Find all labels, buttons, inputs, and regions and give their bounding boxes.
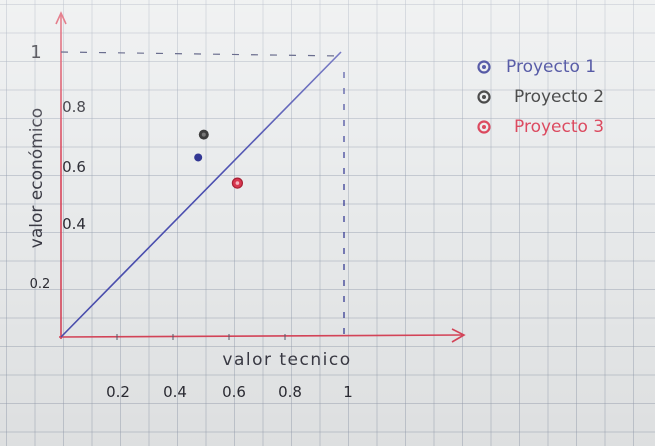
reference-line xyxy=(60,51,342,338)
y-axis-arrow xyxy=(55,11,67,25)
y-tick-label: 0.8 xyxy=(62,98,86,116)
y-tick-label: 0.6 xyxy=(62,158,86,176)
data-point-3 xyxy=(231,177,243,189)
tick-labels: 0.2 0.4 0.6 0.8 1 0.2 0.4 0.6 0.8 1 xyxy=(30,42,353,401)
y-tick-label: 0.2 xyxy=(30,277,51,292)
legend-marker xyxy=(477,90,491,104)
data-point-1 xyxy=(194,153,203,162)
x-tick-label: 0.4 xyxy=(163,383,187,401)
legend-label: Proyecto 1 xyxy=(506,57,596,77)
x-axis-label: valor tecnico xyxy=(222,350,351,370)
data-point-2 xyxy=(198,129,209,140)
legend-label: Proyecto 3 xyxy=(514,117,604,137)
axes xyxy=(55,11,466,343)
legend-item: Proyecto 2 xyxy=(477,87,604,107)
dashed-guide-y1 xyxy=(60,51,342,57)
legend-item: Proyecto 3 xyxy=(477,117,604,137)
legend-item: Proyecto 1 xyxy=(477,57,596,77)
y-tick-label: 0.4 xyxy=(62,215,86,233)
data-points xyxy=(194,129,243,189)
legend-label: Proyecto 2 xyxy=(514,87,604,107)
x-tick-label: 0.2 xyxy=(106,383,130,401)
x-axis-line xyxy=(58,334,463,338)
x-tick-label: 0.6 xyxy=(222,383,246,401)
y-axis-label: valor económico xyxy=(27,108,47,248)
x-tick-label: 0.8 xyxy=(278,383,302,401)
guide-lines xyxy=(60,51,345,341)
y-tick-label: 1 xyxy=(30,42,41,63)
x-axis-arrow xyxy=(451,328,466,343)
legend: Proyecto 1 Proyecto 2 Proyecto 3 xyxy=(477,57,604,137)
x-tick-label: 1 xyxy=(343,383,353,401)
legend-marker xyxy=(477,120,491,134)
legend-marker xyxy=(477,60,491,74)
